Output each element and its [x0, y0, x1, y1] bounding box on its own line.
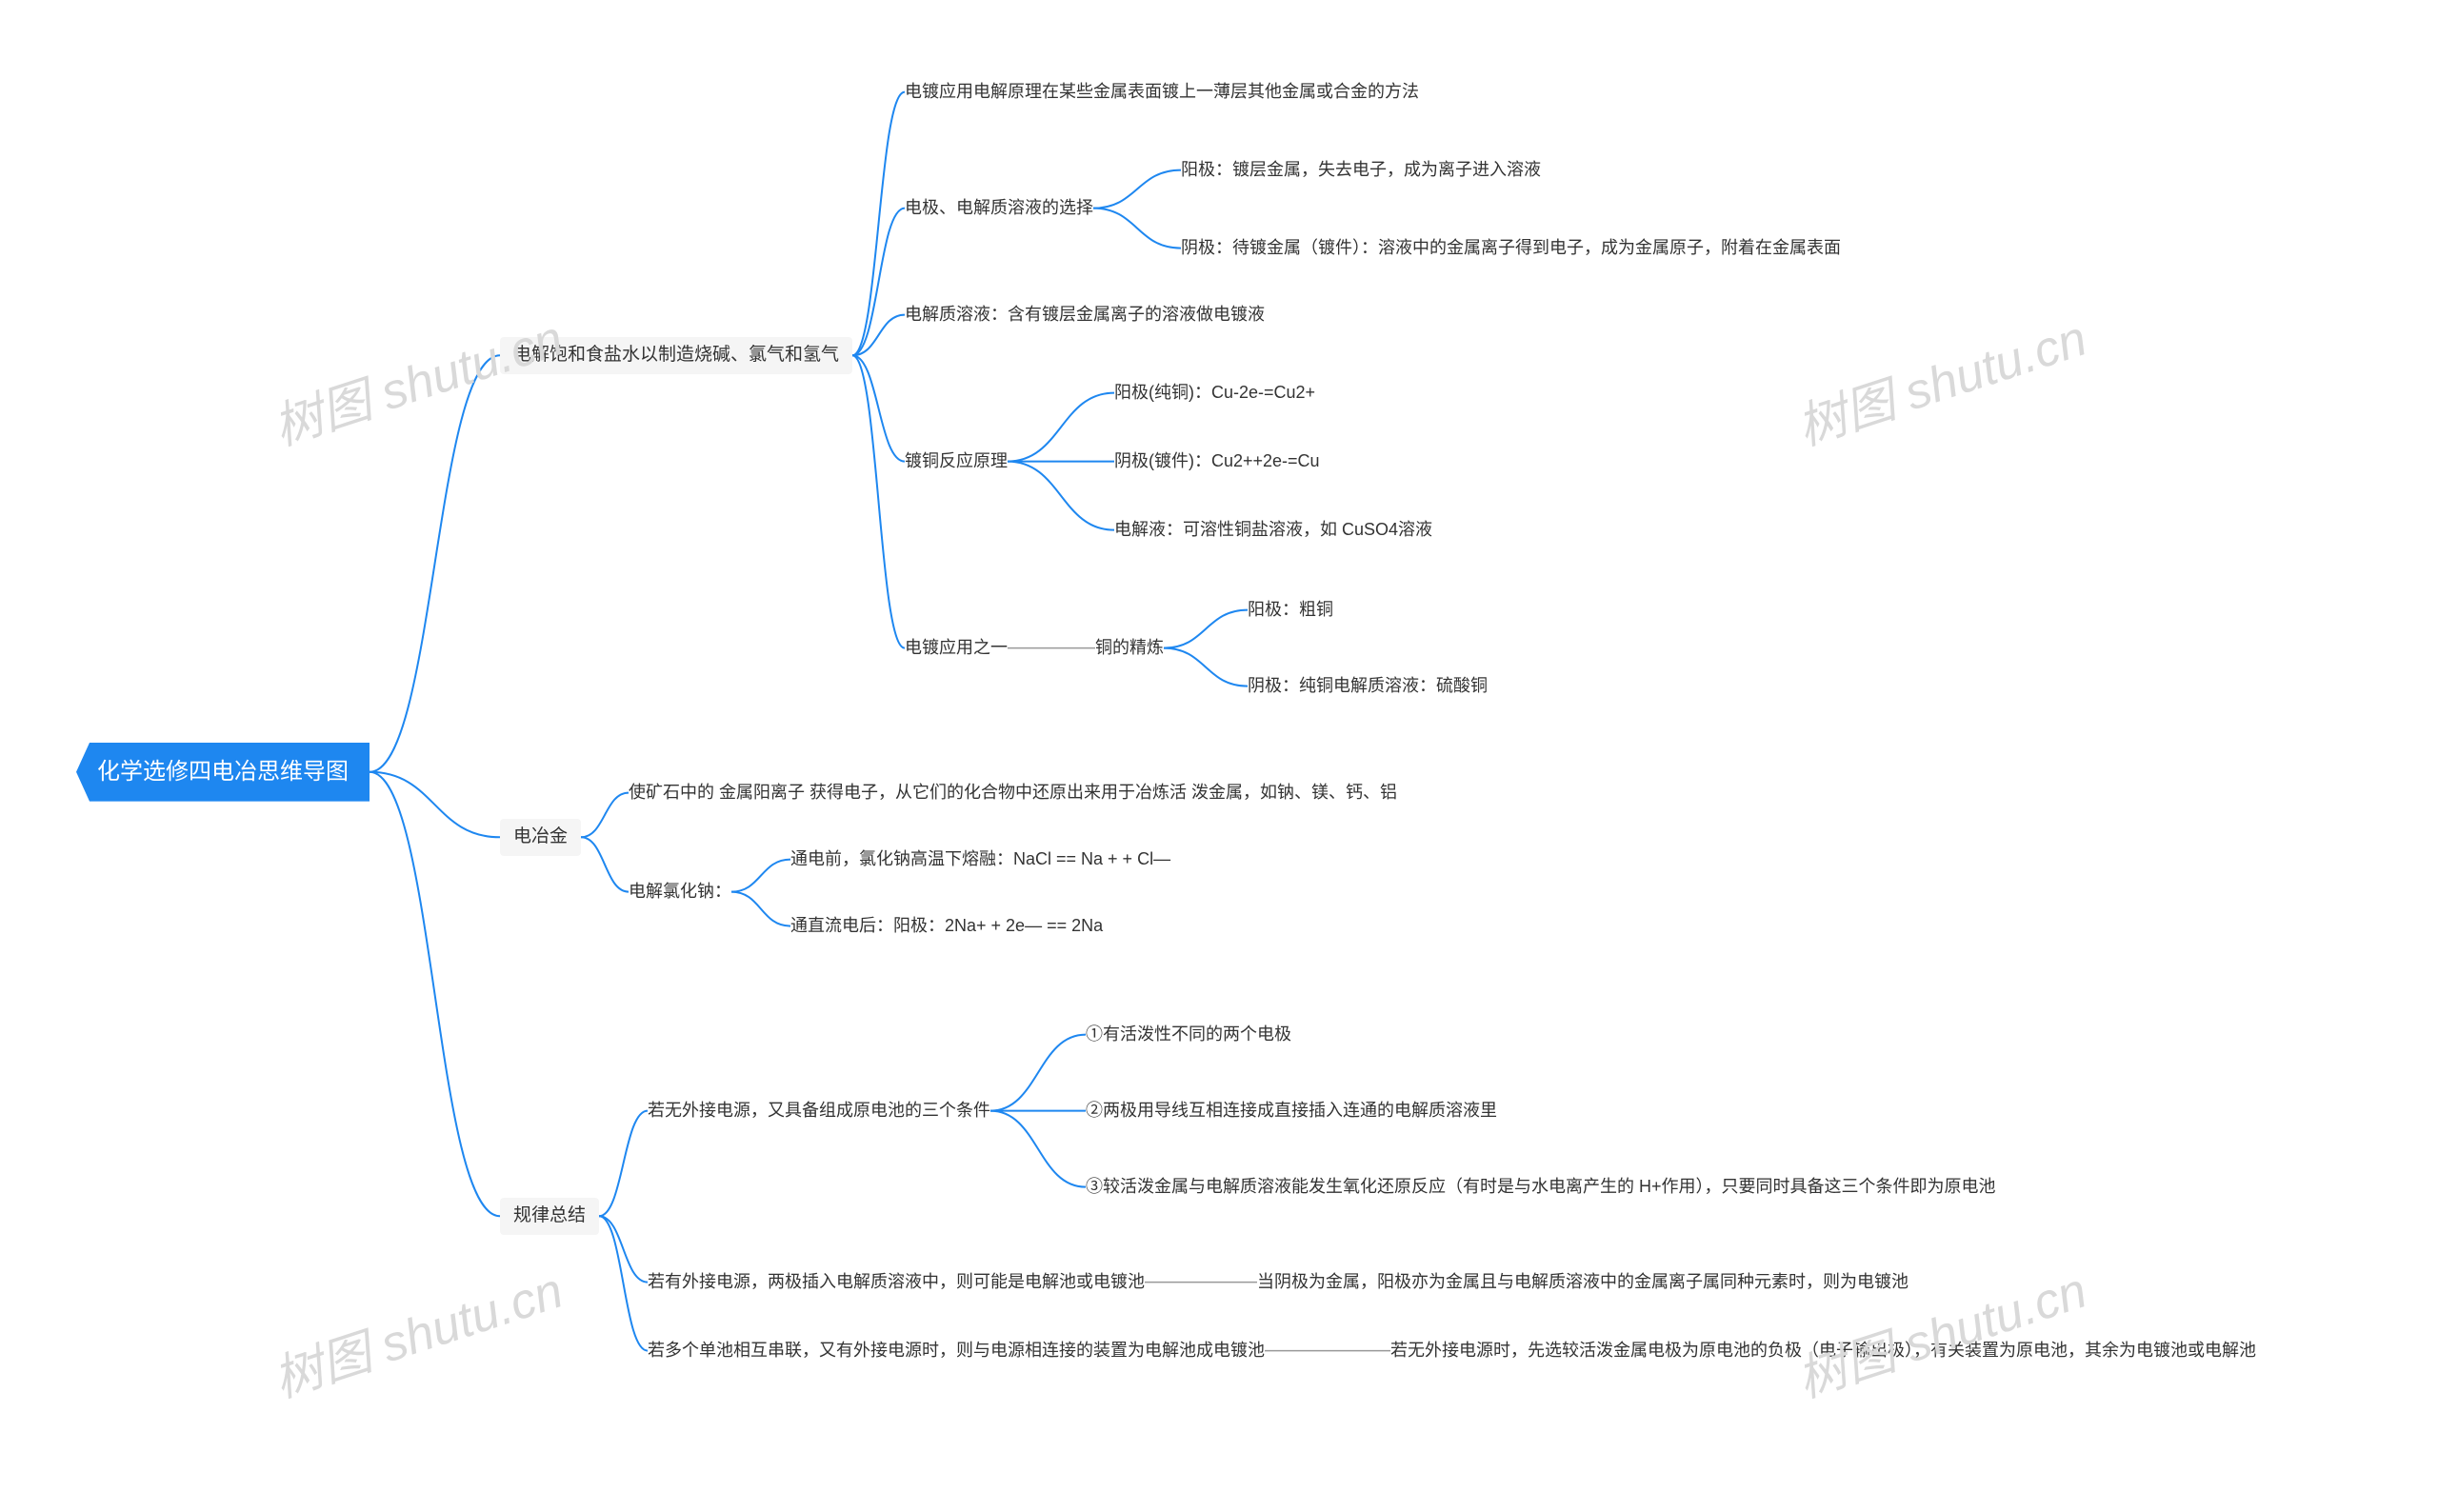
node-b2_1[interactable]: 使矿石中的 金属阳离子 获得电子，从它们的化合物中还原出来用于冶炼活 泼金属，如… [629, 781, 1397, 805]
node-b1_2_2[interactable]: 阴极：待镀金属（镀件）：溶液中的金属离子得到电子，成为金属原子，附着在金属表面 [1181, 236, 1841, 260]
node-b1[interactable]: 电解饱和食盐水以制造烧碱、氯气和氢气 [500, 337, 852, 374]
edge-root-b2 [370, 772, 500, 838]
edge-b1_4-b1_4_1 [1008, 393, 1114, 462]
edge-b1-b1_3 [852, 315, 905, 356]
edge-b1_4-b1_4_3 [1008, 462, 1114, 530]
edge-b3-b3_2 [599, 1216, 648, 1282]
edge-root-b3 [370, 772, 500, 1217]
node-b3_1[interactable]: 若无外接电源，又具备组成原电池的三个条件 [648, 1099, 990, 1123]
node-b2_2_1[interactable]: 通电前，氯化钠高温下熔融：NaCl == Na + + Cl— [790, 847, 1170, 871]
node-b3_2[interactable]: 若有外接电源，两极插入电解质溶液中，则可能是电解池或电镀池 [648, 1270, 1145, 1294]
node-b1_2[interactable]: 电极、电解质溶液的选择 [905, 196, 1093, 220]
edge-b1-b1_2 [852, 209, 905, 356]
node-b2_2_2[interactable]: 通直流电后：阳极：2Na+ + 2e— == 2Na [790, 914, 1103, 938]
node-b1_4_2[interactable]: 阴极(镀件)：Cu2++2e-=Cu [1114, 449, 1320, 473]
node-b1_3[interactable]: 电解质溶液：含有镀层金属离子的溶液做电镀液 [905, 303, 1265, 327]
node-b3_1_1[interactable]: ①有活泼性不同的两个电极 [1086, 1023, 1291, 1046]
node-b1_1[interactable]: 电镀应用电解原理在某些金属表面镀上一薄层其他金属或合金的方法 [905, 80, 1419, 104]
node-b3_2_1[interactable]: 当阴极为金属，阳极亦为金属且与电解质溶液中的金属离子属同种元素时，则为电镀池 [1257, 1270, 1908, 1294]
node-b2[interactable]: 电冶金 [500, 819, 581, 856]
edge-b1_5a-b1_5_1 [1164, 610, 1248, 648]
node-b1_5[interactable]: 电镀应用之一 [905, 636, 1008, 660]
edge-b1_2-b1_2_1 [1093, 170, 1181, 209]
edge-b3-b3_1 [599, 1111, 648, 1217]
node-b1_4_1[interactable]: 阳极(纯铜)：Cu-2e-=Cu2+ [1114, 381, 1315, 405]
node-b3_1_2[interactable]: ②两极用导线互相连接成直接插入连通的电解质溶液里 [1086, 1099, 1497, 1123]
edge-b2_2-b2_2_1 [731, 860, 790, 892]
watermark-0: 树图 shutu.cn [263, 298, 570, 459]
edge-b1-b1_4 [852, 355, 905, 461]
edge-b3_1-b3_1_1 [990, 1035, 1086, 1111]
node-b1_5_2[interactable]: 阴极：纯铜电解质溶液：硫酸铜 [1248, 674, 1488, 698]
node-b3_1_3[interactable]: ③较活泼金属与电解质溶液能发生氧化还原反应（有时是与水电离产生的 H+作用），只… [1086, 1175, 1996, 1199]
node-b1_4_3[interactable]: 电解液：可溶性铜盐溶液，如 CuSO4溶液 [1114, 518, 1432, 542]
edge-root-b1 [370, 355, 500, 772]
node-b3_3_1[interactable]: 若无外接电源时，先选较活泼金属电极为原电池的负极（电子输出极），有关装置为原电池… [1390, 1339, 2256, 1363]
edge-b2_2-b2_2_2 [731, 892, 790, 926]
edge-b1_5a-b1_5_2 [1164, 648, 1248, 686]
node-root[interactable]: 化学选修四电冶思维导图 [76, 743, 370, 802]
watermark-2: 树图 shutu.cn [263, 1250, 570, 1411]
watermark-1: 树图 shutu.cn [1787, 298, 2094, 459]
edge-b3-b3_3 [599, 1216, 648, 1350]
edge-b3_1-b3_1_3 [990, 1111, 1086, 1187]
node-b1_4[interactable]: 镀铜反应原理 [905, 449, 1008, 473]
edge-b2-b2_2 [581, 837, 629, 891]
edge-b1_2-b1_2_2 [1093, 209, 1181, 249]
edge-b2-b2_1 [581, 793, 629, 838]
node-b1_2_1[interactable]: 阳极：镀层金属，失去电子，成为离子进入溶液 [1181, 158, 1541, 182]
edge-b1-b1_5 [852, 355, 905, 647]
node-b3[interactable]: 规律总结 [500, 1198, 599, 1235]
node-b1_5a[interactable]: 铜的精炼 [1095, 636, 1164, 660]
edge-b1-b1_1 [852, 92, 905, 356]
node-b2_2[interactable]: 电解氯化钠： [629, 880, 731, 904]
node-b3_3[interactable]: 若多个单池相互串联，又有外接电源时，则与电源相连接的装置为电解池成电镀池 [648, 1339, 1265, 1363]
node-b1_5_1[interactable]: 阳极：粗铜 [1248, 598, 1333, 622]
